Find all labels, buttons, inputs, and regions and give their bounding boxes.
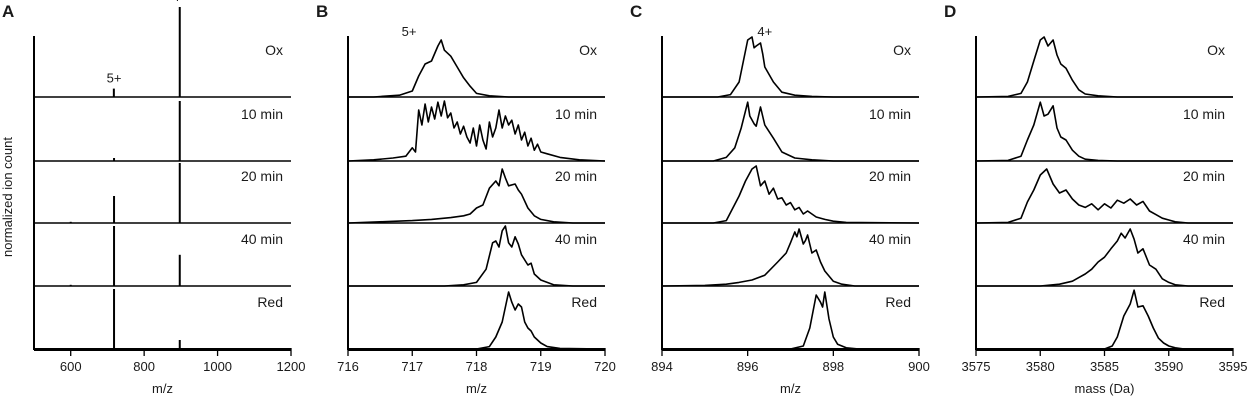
x-tick-label-d-3590: 3590 (1154, 359, 1183, 374)
condition-label-b-20-min: 20 min (555, 168, 597, 184)
condition-label-a-10-min: 10 min (241, 106, 283, 122)
trace-b-40-min (348, 225, 605, 287)
x-tick-label-b-718: 718 (466, 359, 488, 374)
panel-c: C 894 896 898 900 m/z Ox 10 min 20 min 40 min Red 4… (630, 2, 930, 396)
condition-label-c-ox: Ox (893, 42, 911, 58)
trace-b-10-min (347, 100, 606, 162)
trace-c-10-min (662, 101, 919, 162)
condition-label-d-red: Red (1199, 294, 1225, 310)
trace-b-red (348, 291, 606, 350)
x-tick-label-a-1200: 1200 (277, 359, 306, 374)
condition-label-c-10-min: 10 min (869, 106, 911, 122)
peak-label-b-0: 5+ (402, 24, 417, 39)
x-tick-label-c-896: 896 (737, 359, 759, 374)
x-tick-label-d-3595: 3595 (1219, 359, 1248, 374)
x-tick-label-d-3585: 3585 (1090, 359, 1119, 374)
condition-label-a-red: Red (257, 294, 283, 310)
panel-letter-c: C (630, 2, 642, 21)
x-tick-label-a-1000: 1000 (203, 359, 232, 374)
x-tick-label-b-717: 717 (401, 359, 423, 374)
condition-label-c-40-min: 40 min (869, 231, 911, 247)
x-tick-label-b-716: 716 (337, 359, 359, 374)
condition-label-d-ox: Ox (1207, 42, 1225, 58)
condition-label-b-ox: Ox (579, 42, 597, 58)
x-axis-title-c: m/z (780, 381, 801, 396)
panel-d: D 3575 3580 3585 3590 3595 mass (Da) Ox 10 min 20… (944, 2, 1247, 396)
condition-label-a-40-min: 40 min (241, 231, 283, 247)
x-axis-title-a: m/z (152, 381, 173, 396)
trace-c-40-min (661, 228, 919, 287)
trace-c-ox (662, 36, 919, 98)
trace-d-20-min (975, 168, 1233, 224)
trace-b-20-min (347, 168, 605, 224)
condition-label-a-20-min: 20 min (241, 168, 283, 184)
condition-label-d-40-min: 40 min (1183, 231, 1225, 247)
condition-label-a-ox: Ox (265, 42, 283, 58)
trace-c-20-min (662, 165, 920, 224)
x-tick-label-d-3580: 3580 (1026, 359, 1055, 374)
x-tick-label-c-894: 894 (651, 359, 673, 374)
trace-d-ox (975, 36, 1233, 98)
x-axis-title-d: mass (Da) (1075, 381, 1135, 396)
x-tick-label-d-3575: 3575 (962, 359, 991, 374)
panel-letter-a: A (2, 2, 14, 21)
x-tick-label-b-719: 719 (530, 359, 552, 374)
trace-d-10-min (975, 101, 1233, 162)
x-tick-label-c-898: 898 (822, 359, 844, 374)
peak-label-a-0: 5+ (107, 71, 122, 86)
trace-d-red (976, 289, 1233, 350)
panel-a: A 600 800 1000 1200 m/z Ox 10 min 20 min 40 min Re… (2, 0, 305, 396)
panel-letter-b: B (316, 2, 328, 21)
panel-b: B 716 717 718 719 720 m/z Ox 10 min 20 min 40 min R… (316, 2, 616, 396)
panel-letter-d: D (944, 2, 956, 21)
x-axis-title-b: m/z (466, 381, 487, 396)
condition-label-b-40-min: 40 min (555, 231, 597, 247)
condition-label-b-10-min: 10 min (555, 106, 597, 122)
peak-label-a-1: 4+ (172, 0, 187, 4)
x-tick-label-a-600: 600 (60, 359, 82, 374)
x-tick-label-a-800: 800 (133, 359, 155, 374)
trace-c-red (662, 291, 919, 350)
condition-label-b-red: Red (571, 294, 597, 310)
condition-label-c-red: Red (885, 294, 911, 310)
peak-label-c-0: 4+ (757, 24, 772, 39)
y-axis-title: normalized ion count (0, 137, 15, 257)
condition-label-d-10-min: 10 min (1183, 106, 1225, 122)
x-tick-label-c-900: 900 (908, 359, 930, 374)
x-tick-label-b-720: 720 (594, 359, 616, 374)
trace-d-40-min (976, 228, 1233, 287)
trace-b-ox (348, 39, 605, 98)
condition-label-d-20-min: 20 min (1183, 168, 1225, 184)
condition-label-c-20-min: 20 min (869, 168, 911, 184)
